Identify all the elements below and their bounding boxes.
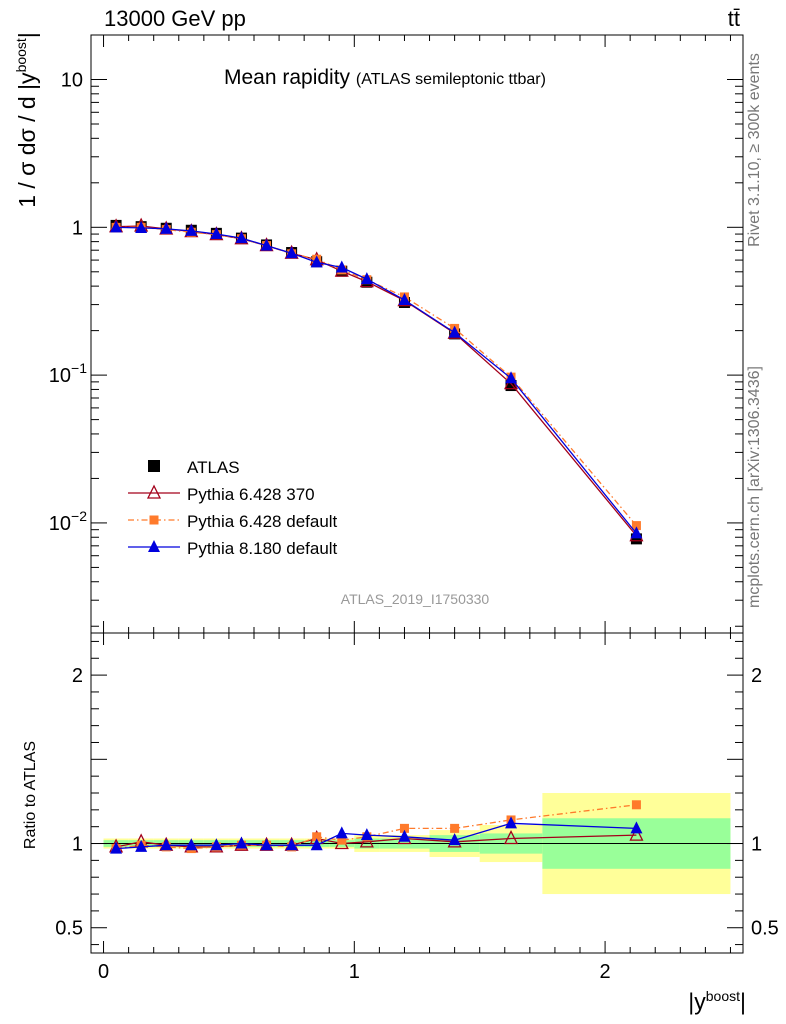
series-point-ratio	[312, 832, 322, 842]
series-point-ratio	[285, 838, 298, 851]
series-point-ratio	[505, 816, 518, 829]
series-point-main	[210, 226, 223, 239]
x-axis-title-sup: boost	[705, 988, 741, 1004]
process-label: tt̄	[727, 6, 740, 31]
x-tick-label: 0	[98, 961, 109, 983]
ratio-y-axis-title: Ratio to ATLAS	[22, 741, 40, 849]
series-point-main	[631, 521, 641, 531]
legend-marker-atlas	[148, 460, 160, 472]
series-point-main	[398, 293, 411, 306]
main-y-tick-label: 10	[61, 69, 83, 91]
data-point-atlas	[505, 380, 517, 392]
analysis-id: ATLAS_2019_I1750330	[340, 591, 490, 607]
legend-marker	[149, 515, 159, 525]
series-point-ratio	[399, 823, 409, 833]
x-tick-label: 1	[349, 961, 360, 983]
series-point-main	[260, 238, 273, 251]
series-point-ratio	[310, 838, 323, 851]
series-point-main	[630, 526, 643, 539]
x-axis-title-text: |y	[688, 988, 706, 1015]
y-axis-title-text: 1 / σ dσ / d |y	[13, 72, 40, 208]
series-point-ratio	[631, 800, 641, 810]
series-point-main	[110, 220, 123, 233]
y-axis-title: 1 / σ dσ / d |yboost|	[13, 32, 40, 208]
series-point-main	[285, 246, 298, 259]
main-panel-axes: 10 1 10−1 10−2	[49, 34, 744, 634]
legend-label: Pythia 8.180 default	[187, 539, 338, 558]
ratio-y-tick-label: 0.5	[55, 918, 83, 940]
series-point-ratio	[110, 841, 123, 854]
series-point-main	[335, 260, 348, 273]
series-point-ratio	[360, 828, 373, 841]
series-point-ratio	[260, 838, 273, 851]
series-point-ratio	[337, 835, 347, 845]
ratio-y-tick-label: 2	[72, 665, 83, 687]
chart-subtitle: (ATLAS semileptonic ttbar)	[355, 71, 546, 88]
ratio-panel-series	[109, 800, 644, 854]
rivet-side-label-text: Rivet 3.1.10, ≥ 300k events	[746, 53, 763, 247]
ratio-y-tick-label-right: 2	[751, 665, 762, 687]
series-point-ratio	[335, 826, 348, 839]
series-point-ratio	[185, 838, 198, 851]
series-point-ratio	[630, 821, 643, 834]
x-axis-title: |yboost|	[688, 988, 746, 1015]
mcplots-side-label: mcplots.cern.ch [arXiv:1306.3436]	[746, 366, 764, 608]
series-point-ratio	[135, 839, 148, 852]
main-y-tick-label: 10−2	[49, 508, 87, 535]
ratio-y-tick-label: 1	[72, 834, 83, 856]
series-point-ratio	[235, 836, 248, 849]
series-point-ratio	[503, 830, 519, 845]
series-point-main	[505, 371, 518, 384]
chart-title-block: Mean rapidity (ATLAS semileptonic ttbar)	[224, 66, 546, 90]
main-y-tick-label: 1	[72, 217, 83, 239]
legend-label-atlas: ATLAS	[187, 458, 240, 477]
series-point-main	[160, 221, 173, 234]
legend-marker	[148, 540, 160, 552]
mcplots-side-label-text: mcplots.cern.ch [arXiv:1306.3436]	[746, 366, 763, 608]
series-point-main	[185, 223, 198, 236]
y-axis-title-sup: boost	[13, 38, 30, 73]
series-point-ratio	[160, 838, 173, 851]
ratio-y-tick-label-right: 0.5	[751, 918, 779, 940]
series-point-main	[448, 325, 461, 338]
series-point-ratio	[629, 826, 644, 841]
x-tick-label: 2	[600, 961, 611, 983]
legend-label: Pythia 6.428 default	[187, 512, 338, 531]
energy-label: 13000 GeV pp	[104, 6, 246, 31]
series-point-ratio	[398, 829, 411, 842]
series-point-main	[360, 272, 373, 285]
series-point-main	[135, 220, 148, 233]
series-point-ratio	[210, 838, 223, 851]
legend-label: Pythia 6.428 370	[187, 485, 315, 504]
ratio-panel-axes: 0 1 2 2 2 1 1 0.5 0.5	[55, 632, 779, 983]
ratio-y-tick-label-right: 1	[751, 834, 762, 856]
legend-marker	[146, 484, 162, 499]
legend: ATLAS Pythia 6.428 370 Pythia 6.428 defaul…	[128, 458, 338, 558]
series-line-main	[116, 226, 637, 527]
main-y-tick-label: 10−1	[49, 360, 87, 387]
rivet-side-label: Rivet 3.1.10, ≥ 300k events	[746, 53, 764, 247]
series-point-main	[310, 255, 323, 268]
data-point-atlas	[630, 533, 642, 545]
series-point-ratio	[450, 823, 460, 833]
series-point-ratio	[448, 833, 461, 846]
chart-title: Mean rapidity	[224, 66, 351, 89]
ratio-y-axis-title-text: Ratio to ATLAS	[22, 740, 39, 850]
series-point-main	[235, 231, 248, 244]
main-panel-series	[109, 217, 644, 545]
